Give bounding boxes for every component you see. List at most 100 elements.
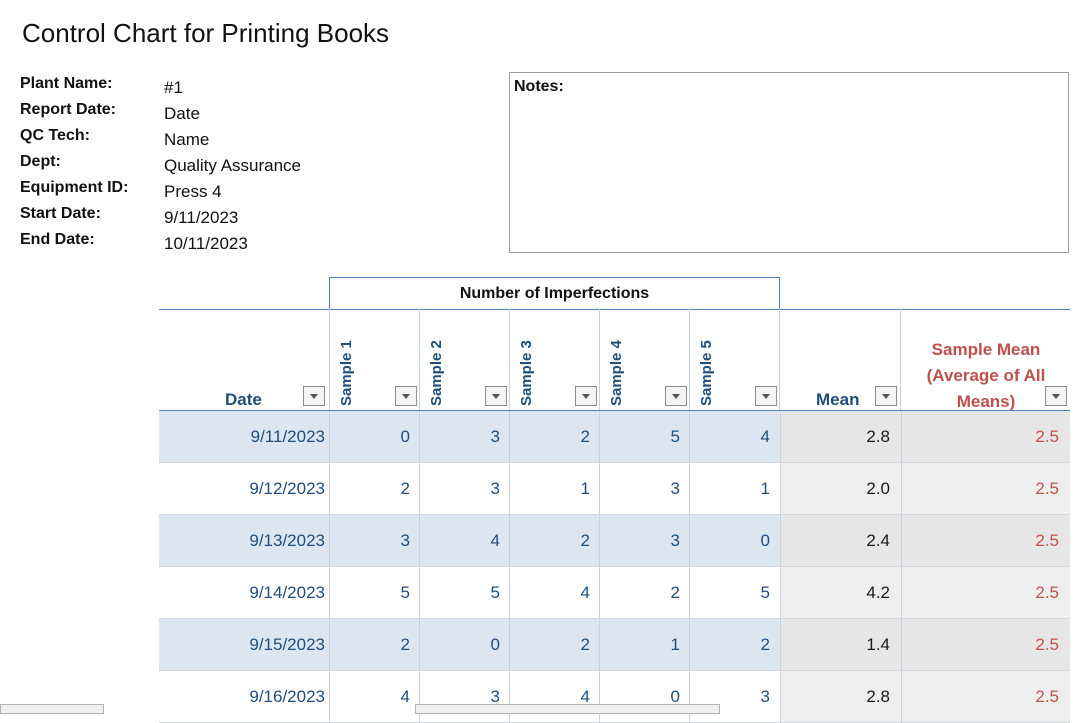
- qc-tech-value[interactable]: Name: [164, 130, 210, 149]
- sample-cell[interactable]: 0: [329, 411, 419, 462]
- date-cell[interactable]: 9/15/2023: [249, 635, 325, 654]
- sample-mean-header-line: Means): [956, 392, 1016, 411]
- sheet-tab-bar[interactable]: [0, 704, 104, 714]
- mean-column-header: Mean: [816, 390, 860, 409]
- table-row: 9/11/2023 0 3 2 5 4 2.8 2.5: [159, 411, 1070, 463]
- page-title: Control Chart for Printing Books: [22, 18, 390, 48]
- imperfections-group-header: Number of Imperfections: [329, 277, 780, 309]
- table-body: 9/11/2023 0 3 2 5 4 2.8 2.5 9/12/2023 2 …: [159, 411, 1070, 723]
- header-top-border: [159, 309, 1070, 310]
- table-row: 9/14/2023 5 5 4 2 5 4.2 2.5: [159, 567, 1070, 619]
- plant-name-value[interactable]: #1: [164, 78, 183, 97]
- sample-cell[interactable]: 4: [509, 567, 599, 618]
- sample-mean-header-line: (Average of All: [926, 366, 1046, 385]
- sample-cell[interactable]: 3: [419, 463, 509, 514]
- horizontal-scrollbar[interactable]: [415, 704, 720, 714]
- end-date-value[interactable]: 10/11/2023: [164, 234, 248, 253]
- sample-cell[interactable]: 1: [599, 619, 689, 670]
- plant-name-label: Plant Name:: [20, 75, 113, 92]
- sample-cell[interactable]: 2: [509, 515, 599, 566]
- column-divider: [599, 309, 600, 410]
- sample-cell[interactable]: 0: [419, 619, 509, 670]
- mean-cell[interactable]: 2.8: [780, 411, 901, 462]
- date-cell[interactable]: 9/11/2023: [250, 427, 325, 446]
- column-divider: [419, 309, 420, 410]
- sample-1-filter-dropdown[interactable]: [395, 386, 417, 406]
- sample-cell[interactable]: 0: [689, 515, 779, 566]
- sample-cell[interactable]: 5: [419, 567, 509, 618]
- info-values: #1 Date Name Quality Assurance Press 4 9…: [164, 78, 301, 260]
- sample-3-filter-dropdown[interactable]: [575, 386, 597, 406]
- sample-cell[interactable]: 4: [689, 411, 779, 462]
- sample-cell[interactable]: 3: [419, 411, 509, 462]
- date-cell[interactable]: 9/12/2023: [249, 479, 325, 498]
- sample-cell[interactable]: 0: [599, 671, 689, 722]
- qc-tech-label: QC Tech:: [20, 127, 90, 144]
- equipment-id-value[interactable]: Press 4: [164, 182, 222, 201]
- notes-label: Notes:: [514, 78, 564, 95]
- sample-cell[interactable]: 3: [599, 515, 689, 566]
- sample-cell[interactable]: 4: [419, 515, 509, 566]
- column-divider: [509, 309, 510, 410]
- sample-2-header: Sample 2: [428, 340, 445, 406]
- date-cell[interactable]: 9/16/2023: [249, 687, 325, 706]
- sample-mean-cell[interactable]: 2.5: [901, 619, 1070, 670]
- date-cell[interactable]: 9/14/2023: [249, 583, 325, 602]
- table-row: 9/12/2023 2 3 1 3 1 2.0 2.5: [159, 463, 1070, 515]
- sample-mean-column-header: Sample Mean (Average of All Means): [916, 337, 1056, 415]
- start-date-value[interactable]: 9/11/2023: [164, 208, 239, 227]
- start-date-label: Start Date:: [20, 205, 101, 222]
- sample-cell[interactable]: 2: [689, 619, 779, 670]
- sample-cell[interactable]: 2: [329, 463, 419, 514]
- date-column-header: Date: [225, 390, 262, 409]
- sample-4-filter-dropdown[interactable]: [665, 386, 687, 406]
- sample-cell[interactable]: 3: [419, 671, 509, 722]
- report-date-value[interactable]: Date: [164, 104, 200, 123]
- info-labels: Plant Name: Report Date: QC Tech: Dept: …: [20, 74, 128, 256]
- column-divider: [689, 309, 690, 410]
- sample-3-header: Sample 3: [518, 340, 535, 406]
- sample-cell[interactable]: 2: [329, 619, 419, 670]
- sample-cell[interactable]: 4: [329, 671, 419, 722]
- sample-mean-cell[interactable]: 2.5: [901, 411, 1070, 462]
- sample-cell[interactable]: 3: [599, 463, 689, 514]
- equipment-id-label: Equipment ID:: [20, 179, 129, 196]
- sample-4-header: Sample 4: [608, 340, 625, 406]
- dept-label: Dept:: [20, 153, 61, 170]
- sample-5-filter-dropdown[interactable]: [755, 386, 777, 406]
- sample-cell[interactable]: 4: [509, 671, 599, 722]
- mean-cell[interactable]: 2.8: [780, 671, 901, 722]
- mean-cell[interactable]: 4.2: [780, 567, 901, 618]
- mean-cell[interactable]: 2.4: [780, 515, 901, 566]
- mean-filter-dropdown[interactable]: [875, 386, 897, 406]
- sample-cell[interactable]: 2: [599, 567, 689, 618]
- sample-cell[interactable]: 5: [599, 411, 689, 462]
- notes-box[interactable]: Notes:: [509, 72, 1069, 253]
- date-filter-dropdown[interactable]: [303, 386, 325, 406]
- dept-value[interactable]: Quality Assurance: [164, 156, 302, 175]
- sample-mean-cell[interactable]: 2.5: [901, 567, 1070, 618]
- date-cell[interactable]: 9/13/2023: [249, 531, 325, 550]
- sample-cell[interactable]: 1: [689, 463, 779, 514]
- sample-mean-filter-dropdown[interactable]: [1045, 386, 1067, 406]
- sample-2-filter-dropdown[interactable]: [485, 386, 507, 406]
- sample-cell[interactable]: 1: [509, 463, 599, 514]
- table-row: 9/15/2023 2 0 2 1 2 1.4 2.5: [159, 619, 1070, 671]
- sample-cell[interactable]: 3: [689, 671, 779, 722]
- report-date-label: Report Date:: [20, 101, 117, 118]
- sample-mean-header-line: Sample Mean: [931, 340, 1041, 359]
- end-date-label: End Date:: [20, 231, 95, 248]
- sample-cell[interactable]: 2: [509, 411, 599, 462]
- mean-cell[interactable]: 2.0: [780, 463, 901, 514]
- mean-cell[interactable]: 1.4: [780, 619, 901, 670]
- sample-cell[interactable]: 3: [329, 515, 419, 566]
- table-row: 9/13/2023 3 4 2 3 0 2.4 2.5: [159, 515, 1070, 567]
- sample-mean-cell[interactable]: 2.5: [901, 515, 1070, 566]
- column-divider: [779, 309, 780, 410]
- sample-mean-cell[interactable]: 2.5: [901, 671, 1070, 722]
- sample-mean-cell[interactable]: 2.5: [901, 463, 1070, 514]
- sample-cell[interactable]: 5: [329, 567, 419, 618]
- sample-cell[interactable]: 2: [509, 619, 599, 670]
- sample-cell[interactable]: 5: [689, 567, 779, 618]
- column-divider: [900, 309, 901, 410]
